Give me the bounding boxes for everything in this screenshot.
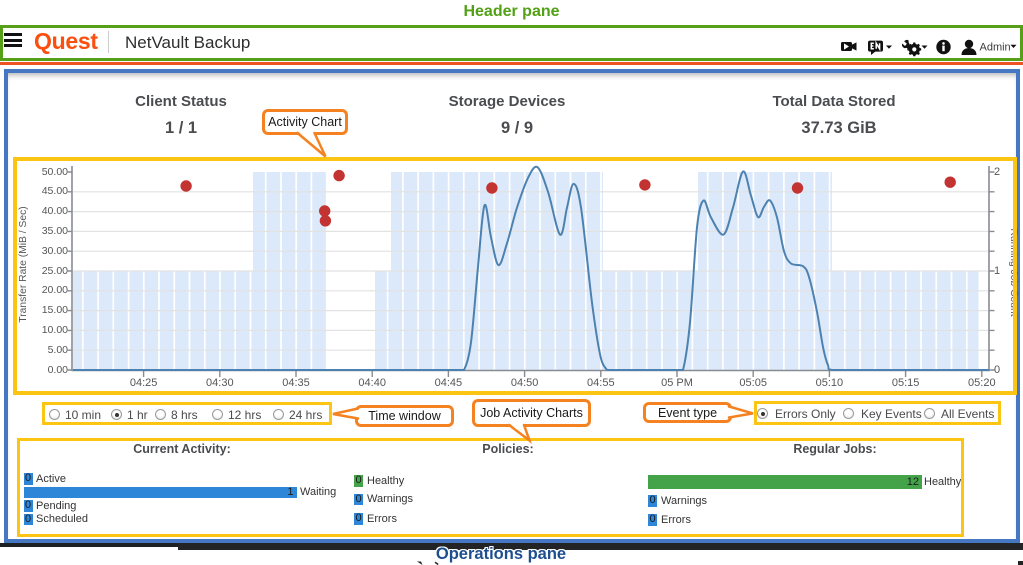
svg-text:Admin: Admin bbox=[980, 42, 1011, 54]
